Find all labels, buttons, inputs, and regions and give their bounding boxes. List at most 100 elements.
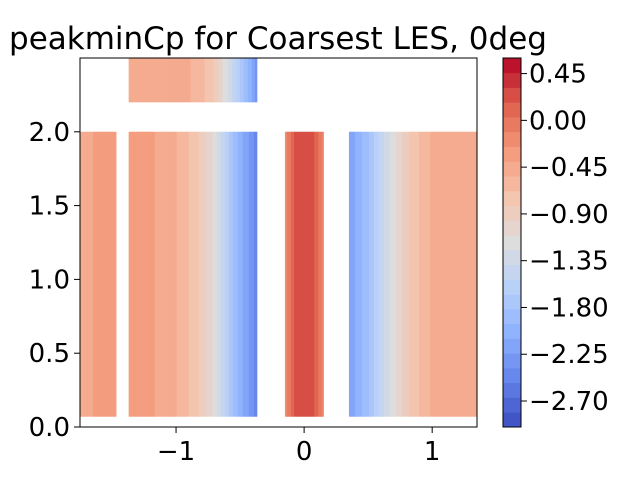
contour-cell	[473, 131, 475, 417]
colorbar-level	[503, 205, 521, 221]
contour-cell	[437, 131, 440, 417]
contour-cell	[381, 131, 384, 417]
contour-cell	[207, 58, 210, 103]
contour-cell	[204, 131, 207, 417]
contour-cell	[253, 131, 256, 417]
contour-cell	[287, 131, 290, 417]
contour-cell	[147, 58, 150, 103]
contour-cell	[145, 131, 148, 417]
contour-cell	[137, 58, 140, 103]
contour-cell	[149, 131, 152, 417]
contour-cell	[176, 131, 179, 417]
contour-cell	[165, 131, 168, 417]
contour-cell	[298, 131, 300, 417]
contour-cell	[140, 58, 143, 103]
contour-cell	[448, 131, 451, 417]
contour-cell	[241, 131, 244, 417]
contour-cell	[235, 58, 238, 103]
contour-cell	[354, 131, 357, 417]
contour-cell	[143, 131, 146, 417]
contour-cell	[355, 131, 358, 417]
contour-cell	[288, 131, 291, 417]
contour-cell	[203, 58, 206, 103]
contour-cell	[200, 58, 203, 103]
contour-cell	[175, 58, 178, 103]
contour-cell	[252, 131, 255, 417]
contour-cell	[252, 58, 255, 103]
contour-cell	[379, 131, 382, 417]
contour-cell	[291, 131, 294, 417]
contour-cell	[430, 131, 433, 417]
contour-cell	[173, 58, 176, 103]
colorbar-tick-label: −1.80	[529, 293, 609, 323]
contour-cell	[218, 58, 221, 103]
contour-cell	[251, 58, 254, 103]
colorbar-level	[503, 353, 521, 369]
contour-cell	[230, 131, 233, 417]
contour-cell	[425, 131, 428, 417]
contour-cell	[362, 131, 365, 417]
contour-cell	[462, 131, 465, 417]
contour-cell	[209, 131, 212, 417]
colorbar-level	[503, 58, 521, 74]
panel-left-wall	[128, 131, 258, 417]
contour-cell	[370, 131, 373, 417]
contour-cell	[192, 131, 195, 417]
contour-cell	[210, 131, 213, 417]
contour-cell	[234, 58, 237, 103]
contour-cell	[220, 58, 223, 103]
contour-cell	[151, 58, 154, 103]
contour-cell	[133, 131, 136, 417]
contour-cell	[114, 131, 117, 417]
contour-cell	[244, 58, 247, 103]
contour-cell	[372, 131, 375, 417]
contour-cell	[360, 131, 363, 417]
contour-cell	[406, 131, 409, 417]
contour-cell	[187, 58, 190, 103]
contour-cell	[315, 131, 317, 417]
contour-cell	[96, 131, 99, 417]
contour-cell	[156, 131, 159, 417]
contour-cell	[167, 131, 170, 417]
contour-cell	[241, 58, 244, 103]
contour-cell	[231, 58, 234, 103]
contour-cell	[211, 58, 214, 103]
contour-cell	[412, 131, 415, 417]
contour-cell	[130, 131, 133, 417]
contour-cell	[161, 58, 164, 103]
contour-cell	[216, 131, 219, 417]
contour-cell	[186, 131, 189, 417]
contour-cell	[301, 131, 303, 417]
axes-border	[79, 57, 478, 428]
contour-cell	[397, 131, 400, 417]
contour-cell	[171, 58, 174, 103]
contour-cell	[227, 58, 230, 103]
contour-cell	[94, 131, 97, 417]
contour-cell	[83, 131, 86, 417]
contour-cell	[152, 131, 155, 417]
contour-cell	[377, 131, 380, 417]
contour-cell	[318, 131, 320, 417]
contour-cell	[226, 131, 229, 417]
contour-cell	[110, 131, 113, 417]
contour-cell	[133, 58, 136, 103]
contour-cell	[198, 58, 201, 103]
contour-cell	[254, 58, 257, 103]
contour-cell	[474, 131, 476, 417]
contour-cell	[351, 131, 354, 417]
contour-cell	[135, 58, 138, 103]
contour-cell	[178, 58, 181, 103]
contour-cell	[212, 58, 215, 103]
contour-cell	[350, 131, 353, 417]
contour-cell	[185, 131, 188, 417]
panel-left-strip	[80, 131, 117, 417]
contour-cell	[237, 58, 240, 103]
contour-cell	[388, 131, 391, 417]
colorbar-border	[502, 57, 522, 428]
contour-cell	[164, 58, 167, 103]
y-tick-label: 1.5	[29, 192, 70, 222]
contour-cell	[286, 131, 289, 417]
contour-cell	[82, 131, 85, 417]
contour-cell	[149, 58, 152, 103]
contour-cell	[188, 58, 191, 103]
